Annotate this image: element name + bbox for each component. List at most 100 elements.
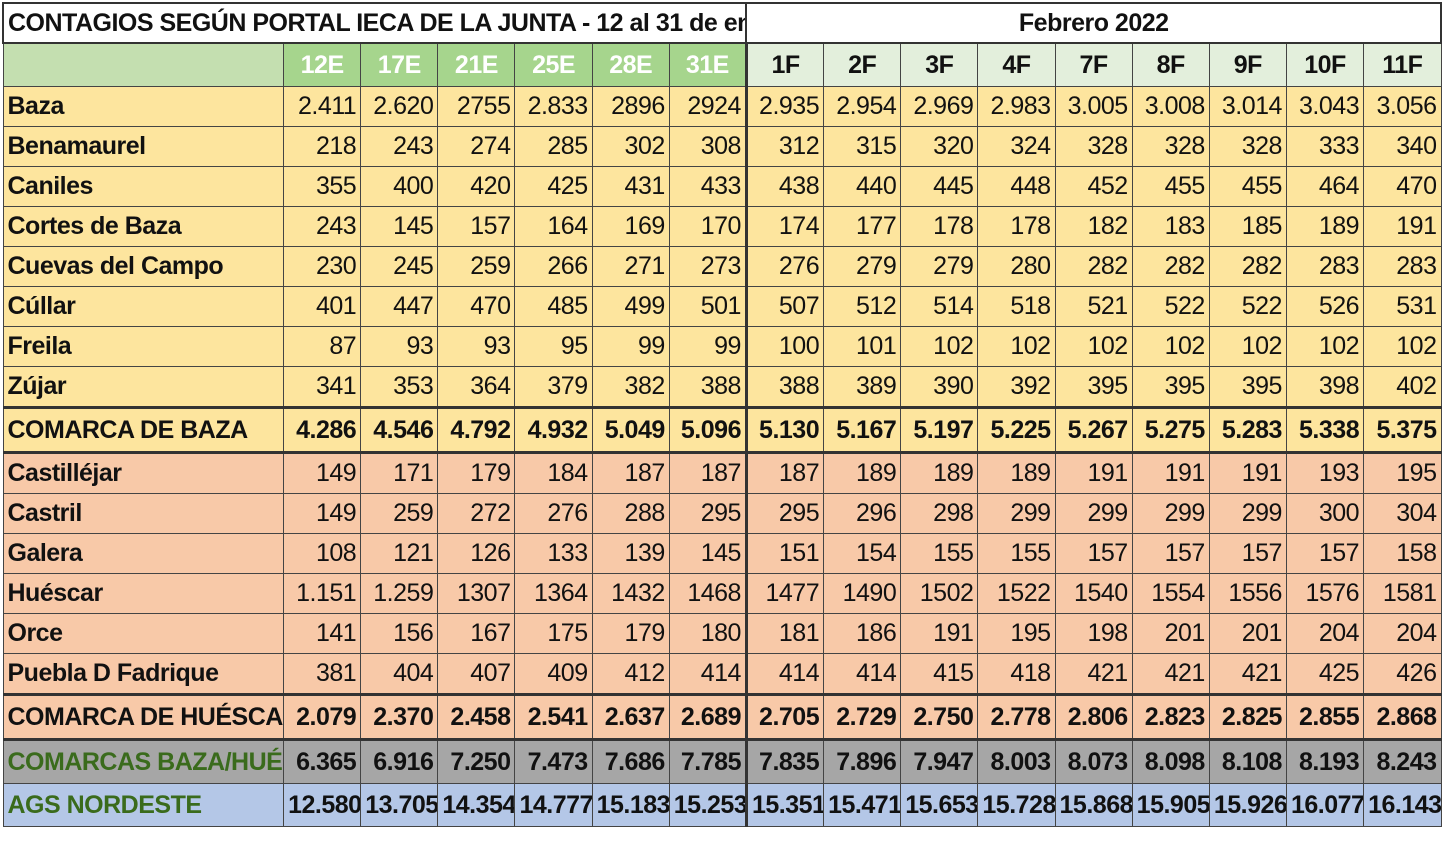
value-cell: 201: [1208, 613, 1287, 654]
value-cell: 93: [437, 326, 516, 367]
value-cell: 312: [744, 126, 825, 167]
value-cell: 276: [744, 246, 825, 287]
value-cell: 8.193: [1285, 739, 1365, 784]
value-cell: 100: [744, 326, 825, 367]
value-cell: 2.868: [1363, 693, 1442, 741]
column-header: 7F: [1054, 42, 1133, 87]
column-header: 2F: [823, 42, 902, 87]
value-cell: 156: [360, 613, 439, 654]
value-cell: 300: [1285, 493, 1365, 534]
header-label-cell: [2, 42, 285, 87]
value-cell: 389: [823, 366, 902, 408]
value-cell: 421: [1054, 653, 1133, 695]
value-cell: 182: [1054, 206, 1133, 247]
value-cell: 245: [360, 246, 439, 287]
value-cell: 1477: [744, 573, 825, 614]
value-cell: 390: [900, 366, 979, 408]
value-cell: 282: [1208, 246, 1287, 287]
value-cell: 189: [1285, 206, 1365, 247]
total-row-ags-nordeste: AGS NORDESTE 12.580 13.705 14.354 14.777 15.1…: [2, 783, 1442, 827]
value-cell: 526: [1285, 286, 1365, 327]
value-cell: 230: [283, 246, 362, 287]
value-cell: 99: [668, 326, 747, 367]
row-label: Huéscar: [2, 573, 285, 614]
value-cell: 139: [591, 533, 670, 574]
value-cell: 531: [1363, 286, 1442, 327]
value-cell: 5.283: [1208, 406, 1287, 454]
value-cell: 157: [1208, 533, 1287, 574]
value-cell: 5.096: [668, 406, 747, 454]
header-row: 12E 17E 21E 25E 28E 31E 1F 2F 3F 4F 7F 8F 9F 10F 11F: [2, 42, 1442, 87]
value-cell: 218: [283, 126, 362, 167]
value-cell: 15.728: [977, 783, 1056, 827]
value-cell: 126: [437, 533, 516, 574]
value-cell: 273: [668, 246, 747, 287]
value-cell: 415: [900, 653, 979, 695]
column-header: 4F: [977, 42, 1056, 87]
value-cell: 2.637: [591, 693, 670, 741]
value-cell: 272: [437, 493, 516, 534]
value-cell: 169: [591, 206, 670, 247]
value-cell: 507: [744, 286, 825, 327]
value-cell: 157: [1285, 533, 1365, 574]
row-label: Freila: [2, 326, 285, 367]
value-cell: 298: [900, 493, 979, 534]
value-cell: 7.250: [437, 739, 516, 784]
column-header: 28E: [591, 42, 670, 87]
value-cell: 288: [591, 493, 670, 534]
value-cell: 433: [668, 166, 747, 207]
value-cell: 5.167: [823, 406, 902, 454]
value-cell: 8.243: [1363, 739, 1442, 784]
value-cell: 167: [437, 613, 516, 654]
value-cell: 141: [283, 613, 362, 654]
value-cell: 2924: [668, 86, 747, 127]
column-header: 9F: [1208, 42, 1287, 87]
value-cell: 315: [823, 126, 902, 167]
value-cell: 1540: [1054, 573, 1133, 614]
value-cell: 299: [1208, 493, 1287, 534]
value-cell: 447: [360, 286, 439, 327]
value-cell: 15.471: [823, 783, 902, 827]
value-cell: 501: [668, 286, 747, 327]
value-cell: 181: [744, 613, 825, 654]
value-cell: 154: [823, 533, 902, 574]
value-cell: 2755: [437, 86, 516, 127]
value-cell: 3.008: [1131, 86, 1210, 127]
value-cell: 4.932: [514, 406, 593, 454]
title-right: Febrero 2022: [745, 2, 1442, 44]
value-cell: 5.197: [900, 406, 979, 454]
value-cell: 133: [514, 533, 593, 574]
value-cell: 2.823: [1131, 693, 1210, 741]
value-cell: 448: [977, 166, 1056, 207]
value-cell: 470: [1363, 166, 1442, 207]
value-cell: 283: [1363, 246, 1442, 287]
column-header: 11F: [1363, 42, 1442, 87]
value-cell: 16.077: [1285, 783, 1365, 827]
value-cell: 400: [360, 166, 439, 207]
value-cell: 14.777: [514, 783, 593, 827]
value-cell: 299: [977, 493, 1056, 534]
value-cell: 15.653: [900, 783, 979, 827]
value-cell: 1364: [514, 573, 593, 614]
value-cell: 1432: [591, 573, 670, 614]
value-cell: 157: [1054, 533, 1133, 574]
value-cell: 333: [1285, 126, 1365, 167]
value-cell: 5.338: [1285, 406, 1365, 454]
value-cell: 102: [1131, 326, 1210, 367]
row-label: Orce: [2, 613, 285, 654]
value-cell: 15.351: [744, 783, 825, 827]
value-cell: 93: [360, 326, 439, 367]
value-cell: 15.905: [1131, 783, 1210, 827]
value-cell: 191: [1054, 452, 1133, 494]
value-cell: 195: [1363, 452, 1442, 494]
value-cell: 102: [900, 326, 979, 367]
row-label: COMARCA DE BAZA: [2, 406, 285, 454]
value-cell: 187: [668, 452, 747, 494]
value-cell: 328: [1054, 126, 1133, 167]
value-cell: 121: [360, 533, 439, 574]
value-cell: 392: [977, 366, 1056, 408]
value-cell: 452: [1054, 166, 1133, 207]
total-row-combined: COMARCAS BAZA/HUÉSCAR6.3656.9167.2507.47…: [2, 739, 1442, 784]
table-row: Benamaurel 218 243 274 285 302 308 312 315 320 324…: [2, 126, 1442, 167]
value-cell: 102: [1208, 326, 1287, 367]
